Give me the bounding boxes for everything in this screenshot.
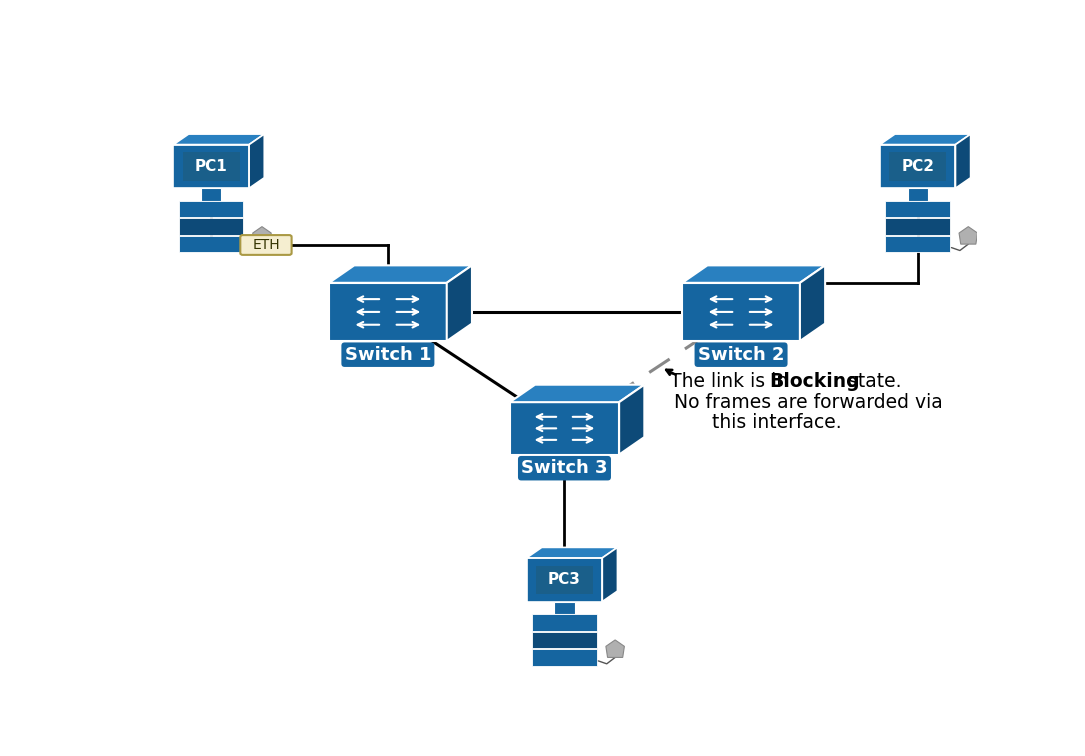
FancyBboxPatch shape [240,235,292,255]
Polygon shape [907,188,928,201]
Polygon shape [174,144,250,188]
Text: PC1: PC1 [195,159,228,174]
Text: The link is in: The link is in [669,372,794,392]
Polygon shape [956,134,971,188]
Polygon shape [201,188,221,201]
Text: Switch 3: Switch 3 [521,459,608,477]
Polygon shape [885,201,949,217]
Text: No frames are forwarded via: No frames are forwarded via [674,392,943,412]
Polygon shape [890,152,946,181]
Polygon shape [682,265,826,283]
Polygon shape [526,547,617,558]
Polygon shape [510,402,620,454]
Polygon shape [880,144,956,188]
Polygon shape [536,565,592,594]
Polygon shape [510,385,644,402]
Polygon shape [179,218,243,235]
Text: PC3: PC3 [548,572,580,587]
Polygon shape [329,265,472,283]
Polygon shape [800,265,826,341]
Polygon shape [250,134,265,188]
Polygon shape [447,265,472,341]
Text: Switch 2: Switch 2 [698,345,784,364]
Polygon shape [554,602,575,615]
Polygon shape [959,227,978,244]
Text: ETH: ETH [252,238,280,252]
Polygon shape [329,283,447,341]
Polygon shape [179,236,243,253]
Polygon shape [533,632,597,648]
Polygon shape [620,385,644,454]
Polygon shape [682,283,800,341]
Polygon shape [526,558,602,602]
Text: PC2: PC2 [902,159,934,174]
Text: this interface.: this interface. [712,413,841,432]
Polygon shape [533,649,597,665]
Text: Switch 1: Switch 1 [345,345,431,364]
Text: state.: state. [842,372,902,392]
Polygon shape [880,134,971,144]
Polygon shape [179,201,243,217]
Polygon shape [174,134,265,144]
Polygon shape [885,236,949,253]
Polygon shape [253,227,271,244]
Polygon shape [602,547,617,602]
Polygon shape [605,640,624,658]
Text: Blocking: Blocking [769,372,859,392]
Polygon shape [533,615,597,631]
Polygon shape [183,152,240,181]
Polygon shape [885,218,949,235]
